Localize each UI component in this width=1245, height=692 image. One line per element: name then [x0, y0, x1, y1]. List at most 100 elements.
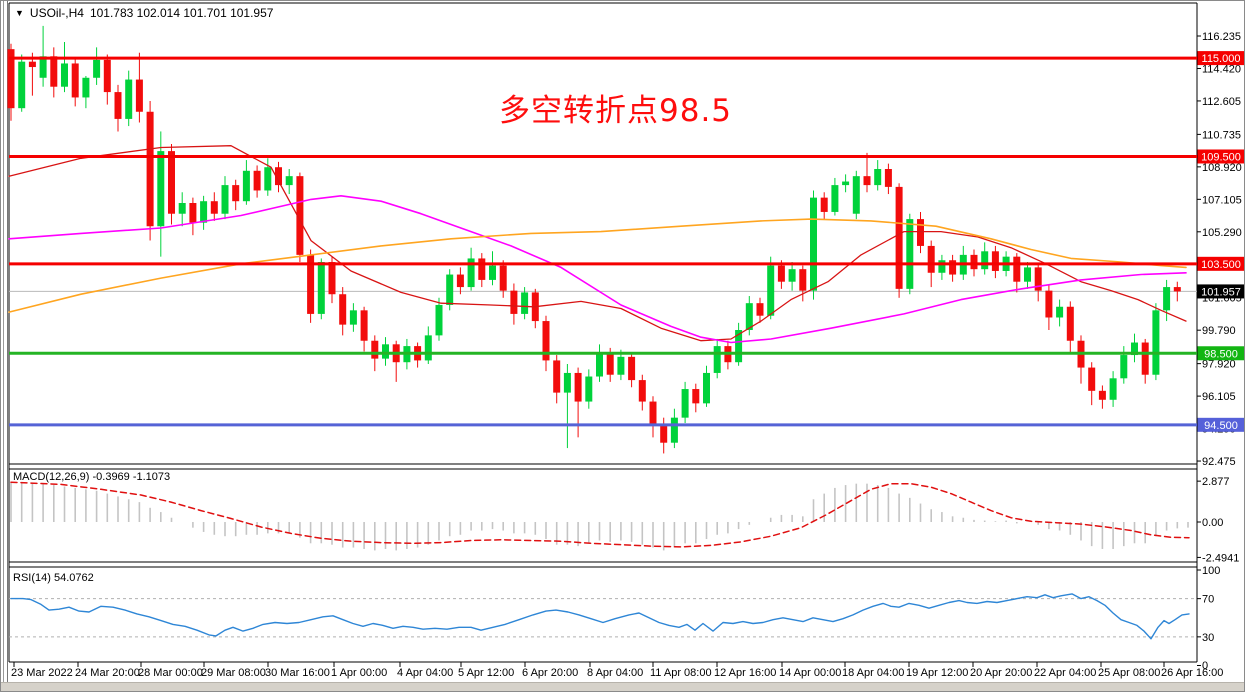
price-axis-label: 92.475 — [1202, 456, 1236, 468]
time-axis-label: 22 Apr 04:00 — [1034, 667, 1096, 679]
candle-body — [328, 262, 336, 295]
candle-body — [275, 167, 282, 186]
candle-body — [467, 258, 475, 288]
candle-body — [446, 274, 454, 305]
time-axis-label: 8 Apr 04:00 — [587, 667, 643, 679]
level-price-tag — [1197, 256, 1244, 271]
candle-body — [93, 59, 101, 78]
candle-body — [200, 201, 208, 223]
rsi-axis-label: 70 — [1202, 594, 1214, 606]
candle-body — [1141, 342, 1149, 375]
candle-body — [820, 197, 828, 212]
candle-body — [125, 79, 133, 119]
candle-body — [435, 304, 443, 336]
candle-body — [371, 340, 379, 359]
candle-body — [510, 290, 518, 314]
candle-body — [1056, 306, 1064, 318]
level-price-tag-text: 109.500 — [1201, 151, 1241, 163]
rsi-axis-label: 100 — [1202, 565, 1220, 577]
candle-body — [810, 197, 817, 291]
candle-body — [703, 372, 710, 404]
candle-body — [852, 176, 860, 214]
candle-body — [61, 63, 68, 87]
macd-axis-label: 2.877 — [1202, 476, 1230, 488]
time-axis-label: 6 Apr 20:00 — [522, 667, 578, 679]
candle-body — [264, 167, 272, 191]
candle-body — [884, 169, 892, 187]
price-axis-label: 97.920 — [1202, 359, 1236, 371]
candle-body — [242, 170, 250, 202]
candle-body — [574, 372, 582, 402]
candle-body — [1024, 267, 1031, 282]
candle-body — [692, 389, 700, 404]
symbol-dropdown-icon[interactable]: ▼ — [15, 7, 24, 18]
candle-body — [628, 356, 636, 381]
candle-body — [981, 251, 989, 270]
candle-body — [970, 254, 978, 270]
candle-body — [991, 251, 999, 271]
candle-body — [253, 170, 261, 191]
candle-body — [210, 201, 218, 214]
price-axis-label: 96.105 — [1202, 391, 1236, 403]
candle-body — [7, 49, 15, 109]
candle-body — [617, 356, 625, 375]
candle-body — [28, 61, 36, 68]
candle-body — [788, 269, 796, 282]
level-price-tag-text: 94.500 — [1204, 420, 1238, 432]
candle-body — [18, 61, 26, 109]
candle-body — [1131, 342, 1138, 356]
candle-body — [863, 176, 871, 186]
candle-body — [1152, 310, 1160, 375]
current-price-tag-text: 101.957 — [1201, 286, 1241, 298]
candle-body — [596, 353, 603, 377]
symbol-timeframe: USOil-,H4 — [29, 6, 84, 20]
time-axis-label: 5 Apr 12:00 — [458, 667, 514, 679]
candle-body — [735, 330, 743, 363]
candle-body — [606, 353, 614, 375]
macd-label: MACD(12,26,9) -0.3969 -1.1073 — [13, 471, 171, 483]
candle-body — [713, 346, 721, 373]
candle-body — [799, 269, 807, 291]
candle-body — [424, 335, 432, 361]
candle-body — [103, 59, 111, 93]
candle-body — [189, 202, 197, 223]
candle-body — [521, 292, 529, 314]
candle-body — [1173, 287, 1181, 292]
chart-title: ▼ USOil-,H4 101.783 102.014 101.701 101.… — [15, 6, 273, 20]
candle-body — [1013, 256, 1021, 282]
annotation-text[interactable]: 多空转折点98.5 — [499, 93, 733, 129]
time-axis-label: 28 Mar 00:00 — [138, 667, 203, 679]
price-axis-label: 112.605 — [1202, 96, 1241, 108]
candle-body — [478, 258, 486, 280]
candle-body — [285, 176, 293, 186]
time-axis-label: 30 Mar 16:00 — [265, 667, 330, 679]
ohlc-readout: 101.783 102.014 101.701 101.957 — [89, 6, 274, 20]
candle-body — [670, 417, 678, 443]
candle-body — [831, 185, 839, 212]
candle-body — [660, 424, 668, 443]
level-price-tag — [1197, 417, 1244, 432]
candle-body — [938, 260, 946, 273]
candle-body — [1109, 378, 1117, 400]
time-axis-label: 26 Apr 16:00 — [1161, 667, 1223, 679]
candle-body — [585, 376, 593, 402]
rsi-axis-label: 30 — [1202, 632, 1214, 644]
candle-body — [745, 303, 753, 331]
time-axis-label: 4 Apr 04:00 — [397, 667, 453, 679]
window-bottom-bar — [1, 682, 1244, 691]
candle-body — [39, 56, 47, 78]
candle-body — [1163, 287, 1171, 311]
level-price-tag — [1197, 51, 1244, 66]
level-price-tag — [1197, 346, 1244, 361]
candle-body — [360, 310, 368, 341]
candle-body — [114, 92, 122, 119]
macd-axis-label: -2.4941 — [1202, 552, 1239, 564]
candle-body — [456, 274, 464, 288]
candle-body — [382, 344, 389, 359]
candle-body — [135, 79, 143, 112]
candle-body — [874, 169, 882, 186]
price-axis-label: 105.290 — [1202, 227, 1242, 239]
rsi-line — [10, 593, 1190, 640]
